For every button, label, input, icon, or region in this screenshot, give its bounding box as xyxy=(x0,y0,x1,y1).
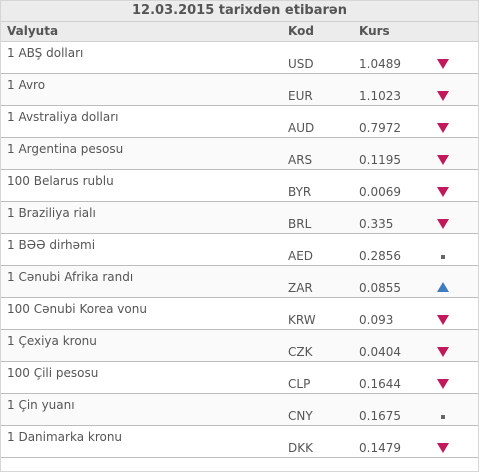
currency-code: DKK xyxy=(288,441,313,455)
trend-down-icon xyxy=(437,153,449,165)
table-row: 1 Argentina pesosu ARS 0.1195 xyxy=(1,138,478,170)
table-row: 1 BƏƏ dirhəmi AED 0.2856 xyxy=(1,234,478,266)
currency-code: KRW xyxy=(288,313,316,327)
table-row: 1 Çexiya kronu CZK 0.0404 xyxy=(1,330,478,362)
currency-name: 1 Argentina pesosu xyxy=(7,142,124,156)
table-row: 100 Çili pesosu CLP 0.1644 xyxy=(1,362,478,394)
trend-down-icon xyxy=(437,313,449,325)
trend-flat-icon xyxy=(437,249,449,261)
trend-flat-icon xyxy=(437,409,449,421)
currency-code: CLP xyxy=(288,377,311,391)
currency-rate: 0.0069 xyxy=(359,185,401,199)
trend-down-icon xyxy=(437,89,449,101)
currency-name: 1 Çexiya kronu xyxy=(7,334,97,348)
currency-name: 1 Avro xyxy=(7,78,46,92)
currency-rate: 0.0404 xyxy=(359,345,401,359)
table-row: 1 Cənubi Afrika randı ZAR 0.0855 xyxy=(1,266,478,298)
table-row: 1 ABŞ dolları USD 1.0489 xyxy=(1,42,478,74)
currency-code: CNY xyxy=(288,409,313,423)
currency-code: USD xyxy=(288,57,314,71)
table-row: 100 Cənubi Korea vonu KRW 0.093 xyxy=(1,298,478,330)
currency-code: AUD xyxy=(288,121,315,135)
trend-down-icon xyxy=(437,217,449,229)
header-code: Kod xyxy=(288,24,314,38)
currency-name: 1 Danimarka kronu xyxy=(7,430,123,444)
currency-rate: 0.2856 xyxy=(359,249,401,263)
currency-rate: 1.1023 xyxy=(359,89,401,103)
currency-code: ARS xyxy=(288,153,313,167)
table-row: 1 Braziliya rialı BRL 0.335 xyxy=(1,202,478,234)
currency-name: 1 Çin yuanı xyxy=(7,398,75,412)
currency-name: 100 Cənubi Korea vonu xyxy=(7,302,147,316)
trend-down-icon xyxy=(437,377,449,389)
currency-rate: 0.1195 xyxy=(359,153,401,167)
currency-name: 1 BƏƏ dirhəmi xyxy=(7,238,96,252)
currency-rate: 1.0489 xyxy=(359,57,401,71)
trend-down-icon xyxy=(437,57,449,69)
currency-name: 1 ABŞ dolları xyxy=(7,46,84,60)
currency-rate: 0.1479 xyxy=(359,441,401,455)
currency-code: AED xyxy=(288,249,314,263)
trend-down-icon xyxy=(437,345,449,357)
table-row: 1 Danimarka kronu DKK 0.1479 xyxy=(1,426,478,458)
table-row: 1 Avro EUR 1.1023 xyxy=(1,74,478,106)
trend-down-icon xyxy=(437,441,449,453)
currency-rate: 0.093 xyxy=(359,313,394,327)
currency-rate: 0.335 xyxy=(359,217,394,231)
currency-name: 100 Çili pesosu xyxy=(7,366,99,380)
trend-down-icon xyxy=(437,121,449,133)
currency-code: BYR xyxy=(288,185,312,199)
table-row: 1 Çin yuanı CNY 0.1675 xyxy=(1,394,478,426)
currency-rate: 0.1644 xyxy=(359,377,401,391)
currency-name: 1 Cənubi Afrika randı xyxy=(7,270,134,284)
currency-code: CZK xyxy=(288,345,313,359)
table-title: 12.03.2015 tarixdən etibarən xyxy=(1,1,478,22)
currency-code: EUR xyxy=(288,89,313,103)
table-row: 100 Belarus rublu BYR 0.0069 xyxy=(1,170,478,202)
header-currency: Valyuta xyxy=(7,24,59,38)
rate-rows: 1 ABŞ dolları USD 1.0489 1 Avro EUR 1.1023 1 A… xyxy=(1,42,478,458)
trend-up-icon xyxy=(437,281,449,293)
currency-name: 1 Avstraliya dolları xyxy=(7,110,119,124)
trend-down-icon xyxy=(437,185,449,197)
currency-code: ZAR xyxy=(288,281,313,295)
header-rate: Kurs xyxy=(359,24,390,38)
header-row: Valyuta Kod Kurs xyxy=(1,22,478,42)
currency-rate: 0.0855 xyxy=(359,281,401,295)
currency-name: 1 Braziliya rialı xyxy=(7,206,96,220)
table-row: 1 Avstraliya dolları AUD 0.7972 xyxy=(1,106,478,138)
currency-rate: 0.1675 xyxy=(359,409,401,423)
currency-name: 100 Belarus rublu xyxy=(7,174,114,188)
currency-code: BRL xyxy=(288,217,312,231)
currency-rate: 0.7972 xyxy=(359,121,401,135)
